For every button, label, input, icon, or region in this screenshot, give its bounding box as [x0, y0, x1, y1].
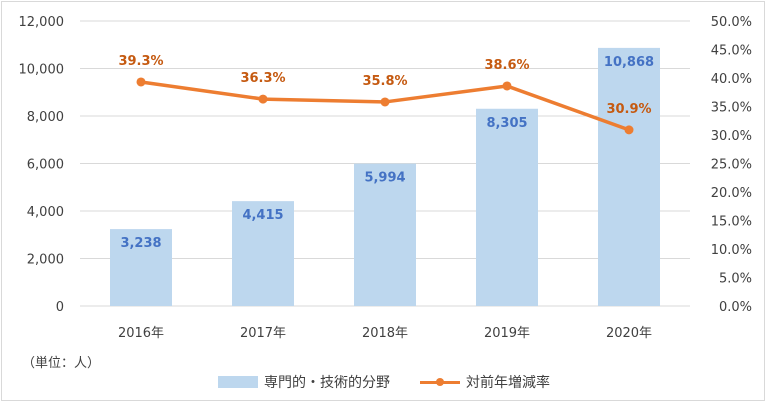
bar-data-label: 3,238 — [120, 236, 161, 251]
right-tick-label: 30.0% — [711, 129, 752, 144]
bar — [354, 163, 416, 306]
line-point — [624, 125, 634, 135]
bar-data-label: 5,994 — [364, 171, 405, 186]
right-tick-label: 25.0% — [711, 158, 752, 173]
right-tick-label: 40.0% — [711, 72, 752, 87]
legend-label-bar: 専門的・技術的分野 — [264, 375, 390, 391]
bar — [476, 108, 538, 306]
right-tick-label: 0.0% — [719, 300, 752, 315]
bar-data-label: 4,415 — [242, 208, 283, 223]
legend-item-line: 対前年増減率 — [420, 372, 550, 392]
line-data-label: 39.3% — [118, 54, 163, 69]
legend-label-line: 対前年増減率 — [466, 375, 550, 391]
unit-note: （単位：人） — [22, 356, 101, 371]
line-data-labels: 39.3% 36.3% 35.8% 38.6% 30.9% — [118, 54, 651, 117]
right-tick-label: 45.0% — [711, 44, 752, 59]
right-tick-label: 10.0% — [711, 243, 752, 258]
right-axis-ticks: 0.0% 5.0% 10.0% 15.0% 20.0% 25.0% 30.0% 35.0% 40… — [711, 15, 752, 315]
left-tick-label: 8,000 — [27, 110, 64, 125]
line-data-label: 36.3% — [240, 71, 285, 86]
right-tick-label: 35.0% — [711, 101, 752, 116]
left-axis-ticks: 0 2,000 4,000 6,000 8,000 10,000 12,000 — [19, 15, 65, 315]
x-tick-label: 2020年 — [606, 326, 652, 341]
bar — [232, 201, 294, 306]
bar-data-label: 10,868 — [604, 55, 654, 70]
x-tick-label: 2018年 — [362, 326, 408, 341]
right-tick-label: 50.0% — [711, 15, 752, 30]
line-data-label: 35.8% — [362, 74, 407, 89]
x-axis-ticks: 2016年 2017年 2018年 2019年 2020年 — [118, 326, 652, 341]
x-tick-label: 2019年 — [484, 326, 530, 341]
bar-data-label: 8,305 — [486, 116, 527, 131]
bar — [110, 229, 172, 306]
right-tick-label: 15.0% — [711, 215, 752, 230]
legend-item-bar: 専門的・技術的分野 — [218, 372, 390, 392]
right-tick-label: 5.0% — [719, 272, 752, 287]
left-tick-label: 12,000 — [19, 15, 65, 30]
left-tick-label: 10,000 — [19, 63, 65, 78]
line-point — [380, 97, 390, 107]
x-tick-label: 2017年 — [240, 326, 286, 341]
line-point — [502, 81, 512, 91]
legend: 専門的・技術的分野 対前年増減率 — [0, 372, 768, 392]
bar-data-labels: 3,238 4,415 5,994 8,305 10,868 — [120, 55, 654, 251]
bar — [598, 47, 660, 306]
left-tick-label: 6,000 — [27, 158, 64, 173]
line-data-label: 30.9% — [606, 102, 651, 117]
gridlines — [80, 20, 690, 307]
line-point — [258, 94, 268, 104]
line-series — [136, 77, 634, 135]
right-tick-label: 20.0% — [711, 186, 752, 201]
left-tick-label: 0 — [56, 300, 64, 315]
line-point — [136, 77, 146, 87]
left-tick-label: 4,000 — [27, 205, 64, 220]
line-data-label: 38.6% — [484, 58, 529, 73]
legend-swatch-bar — [218, 376, 258, 388]
bar-series — [110, 47, 660, 306]
left-tick-label: 2,000 — [27, 253, 64, 268]
legend-swatch-line — [420, 376, 460, 388]
x-tick-label: 2016年 — [118, 326, 164, 341]
